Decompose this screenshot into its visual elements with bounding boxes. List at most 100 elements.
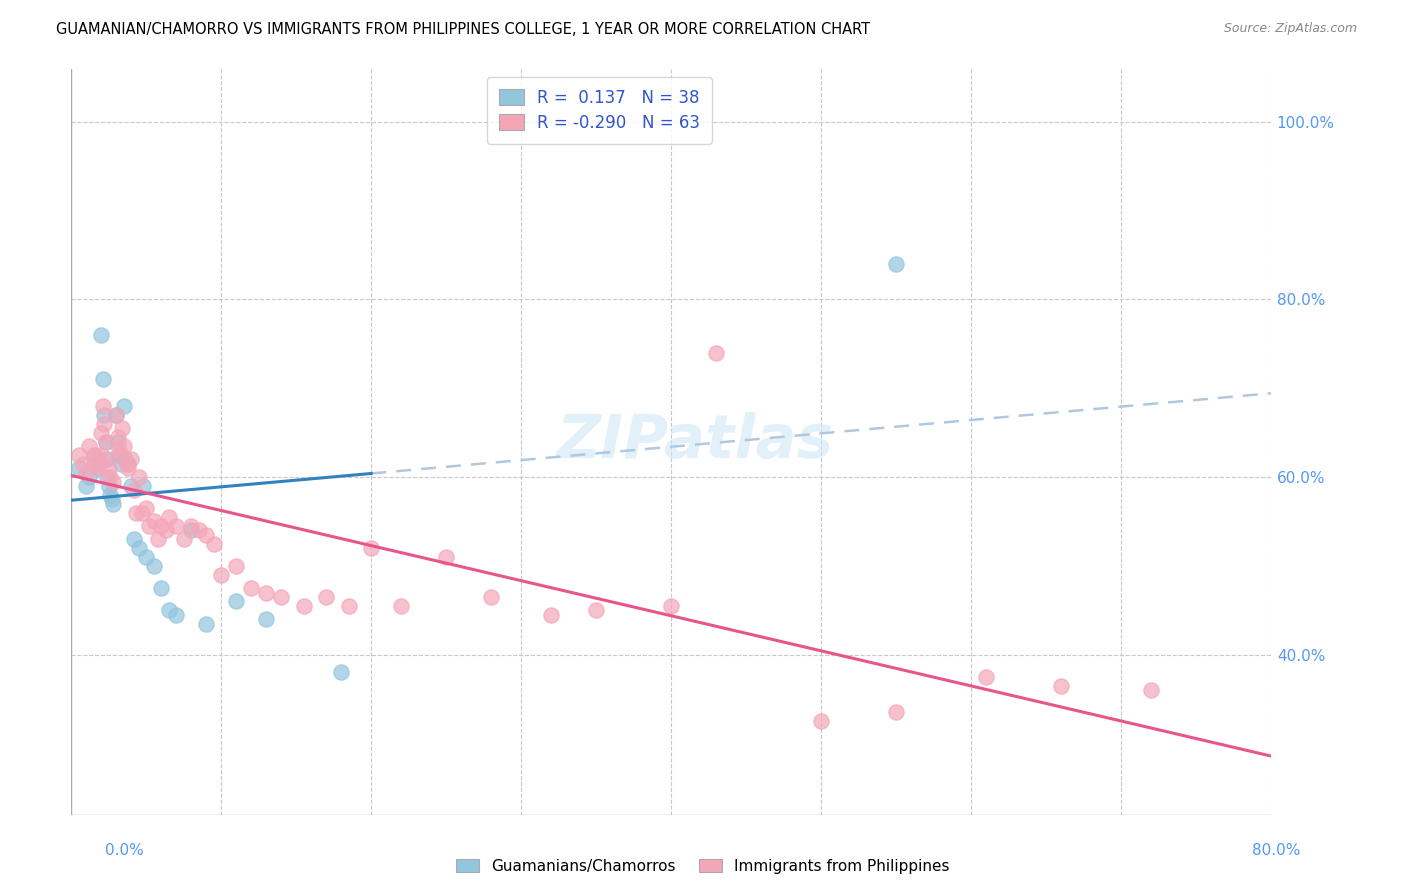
Point [585,603,607,617]
Point [884,257,907,271]
Point [138,519,160,533]
Point [165,519,187,533]
Point [72,457,94,471]
Point [810,714,832,729]
Point [125,506,148,520]
Point [132,479,155,493]
Point [91,372,114,386]
Point [96,470,118,484]
Point [157,603,180,617]
Point [112,399,135,413]
Point [479,590,502,604]
Point [96,452,118,467]
Point [84,457,107,471]
Point [75,466,97,480]
Point [142,515,165,529]
Point [195,616,218,631]
Point [67,448,90,462]
Point [115,457,138,471]
Point [103,475,125,489]
Point [77,439,100,453]
Text: GUAMANIAN/CHAMORRO VS IMMIGRANTS FROM PHILIPPINES COLLEGE, 1 YEAR OR MORE CORREL: GUAMANIAN/CHAMORRO VS IMMIGRANTS FROM PH… [56,22,870,37]
Point [974,670,997,684]
Point [98,470,121,484]
Point [122,483,145,498]
Point [87,461,110,475]
Point [97,461,120,475]
Point [77,470,100,484]
Point [128,470,150,484]
Point [155,524,177,538]
Legend: Guamanians/Chamorros, Immigrants from Philippines: Guamanians/Chamorros, Immigrants from Ph… [450,853,956,880]
Point [150,581,173,595]
Point [87,448,110,462]
Point [117,457,139,471]
Point [540,607,562,622]
Point [225,594,247,608]
Legend: R =  0.137   N = 38, R = -0.290   N = 63: R = 0.137 N = 38, R = -0.290 N = 63 [486,77,711,144]
Point [148,533,170,547]
Point [1140,683,1163,698]
Point [110,448,132,462]
Point [659,599,682,613]
Point [180,519,202,533]
Point [128,541,150,555]
Point [122,533,145,547]
Text: ZIPatlas: ZIPatlas [557,412,834,471]
Point [142,558,165,573]
Point [225,558,247,573]
Point [87,461,110,475]
Point [360,541,382,555]
Point [150,519,173,533]
Point [292,599,315,613]
Point [135,549,157,564]
Text: 80.0%: 80.0% [1253,843,1301,857]
Point [91,399,114,413]
Point [83,448,105,462]
Point [100,492,122,507]
Point [202,537,225,551]
Point [107,434,129,449]
Point [315,590,337,604]
Point [704,345,727,359]
Point [97,479,120,493]
Point [112,439,135,453]
Point [120,452,142,467]
Point [165,607,187,622]
Point [107,430,129,444]
Point [254,585,277,599]
Point [105,408,128,422]
Point [83,448,105,462]
Point [90,328,112,343]
Point [157,510,180,524]
Point [103,497,125,511]
Point [67,461,90,475]
Point [330,665,353,680]
Point [120,479,142,493]
Point [83,457,105,471]
Text: Source: ZipAtlas.com: Source: ZipAtlas.com [1223,22,1357,36]
Point [187,524,209,538]
Point [94,434,117,449]
Point [90,425,112,440]
Point [180,524,202,538]
Point [209,567,232,582]
Point [173,533,195,547]
Point [93,408,115,422]
Point [135,501,157,516]
Point [131,506,153,520]
Point [111,421,134,435]
Point [108,448,131,462]
Point [105,408,128,422]
Point [94,434,117,449]
Point [337,599,360,613]
Point [195,528,218,542]
Point [254,612,277,626]
Point [108,443,131,458]
Point [884,706,907,720]
Point [434,549,457,564]
Point [389,599,412,613]
Text: 0.0%: 0.0% [105,843,145,857]
Point [93,417,115,431]
Point [110,457,132,471]
